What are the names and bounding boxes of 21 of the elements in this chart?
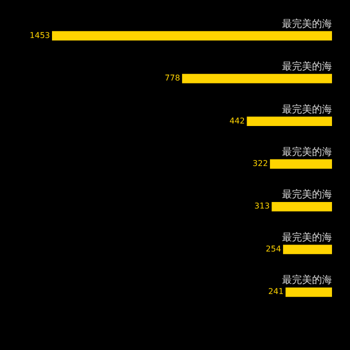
- bar: [182, 74, 332, 84]
- data-label: 778: [164, 74, 180, 83]
- bar: [286, 288, 332, 297]
- y-tick-label: 最完美的海: [282, 146, 332, 158]
- y-tick-label: 最完美的海: [282, 60, 332, 73]
- y-tick-label: 最完美的海: [282, 231, 332, 244]
- bar: [246, 116, 332, 126]
- data-label: 241: [268, 287, 284, 296]
- y-tick-label: 最完美的海: [282, 274, 332, 286]
- data-label: 254: [266, 244, 282, 254]
- data-label: 322: [252, 159, 268, 168]
- y-tick-label: 最完美的海: [282, 18, 332, 30]
- data-label: 1453: [30, 30, 50, 40]
- y-tick-label: 最完美的海: [282, 103, 332, 116]
- data-label: 313: [254, 202, 270, 211]
- bar: [52, 31, 332, 40]
- y-tick-label: 最完美的海: [282, 188, 332, 201]
- bar: [272, 202, 332, 212]
- bar: [270, 159, 332, 169]
- data-label: 442: [230, 116, 245, 126]
- bar: [283, 244, 332, 254]
